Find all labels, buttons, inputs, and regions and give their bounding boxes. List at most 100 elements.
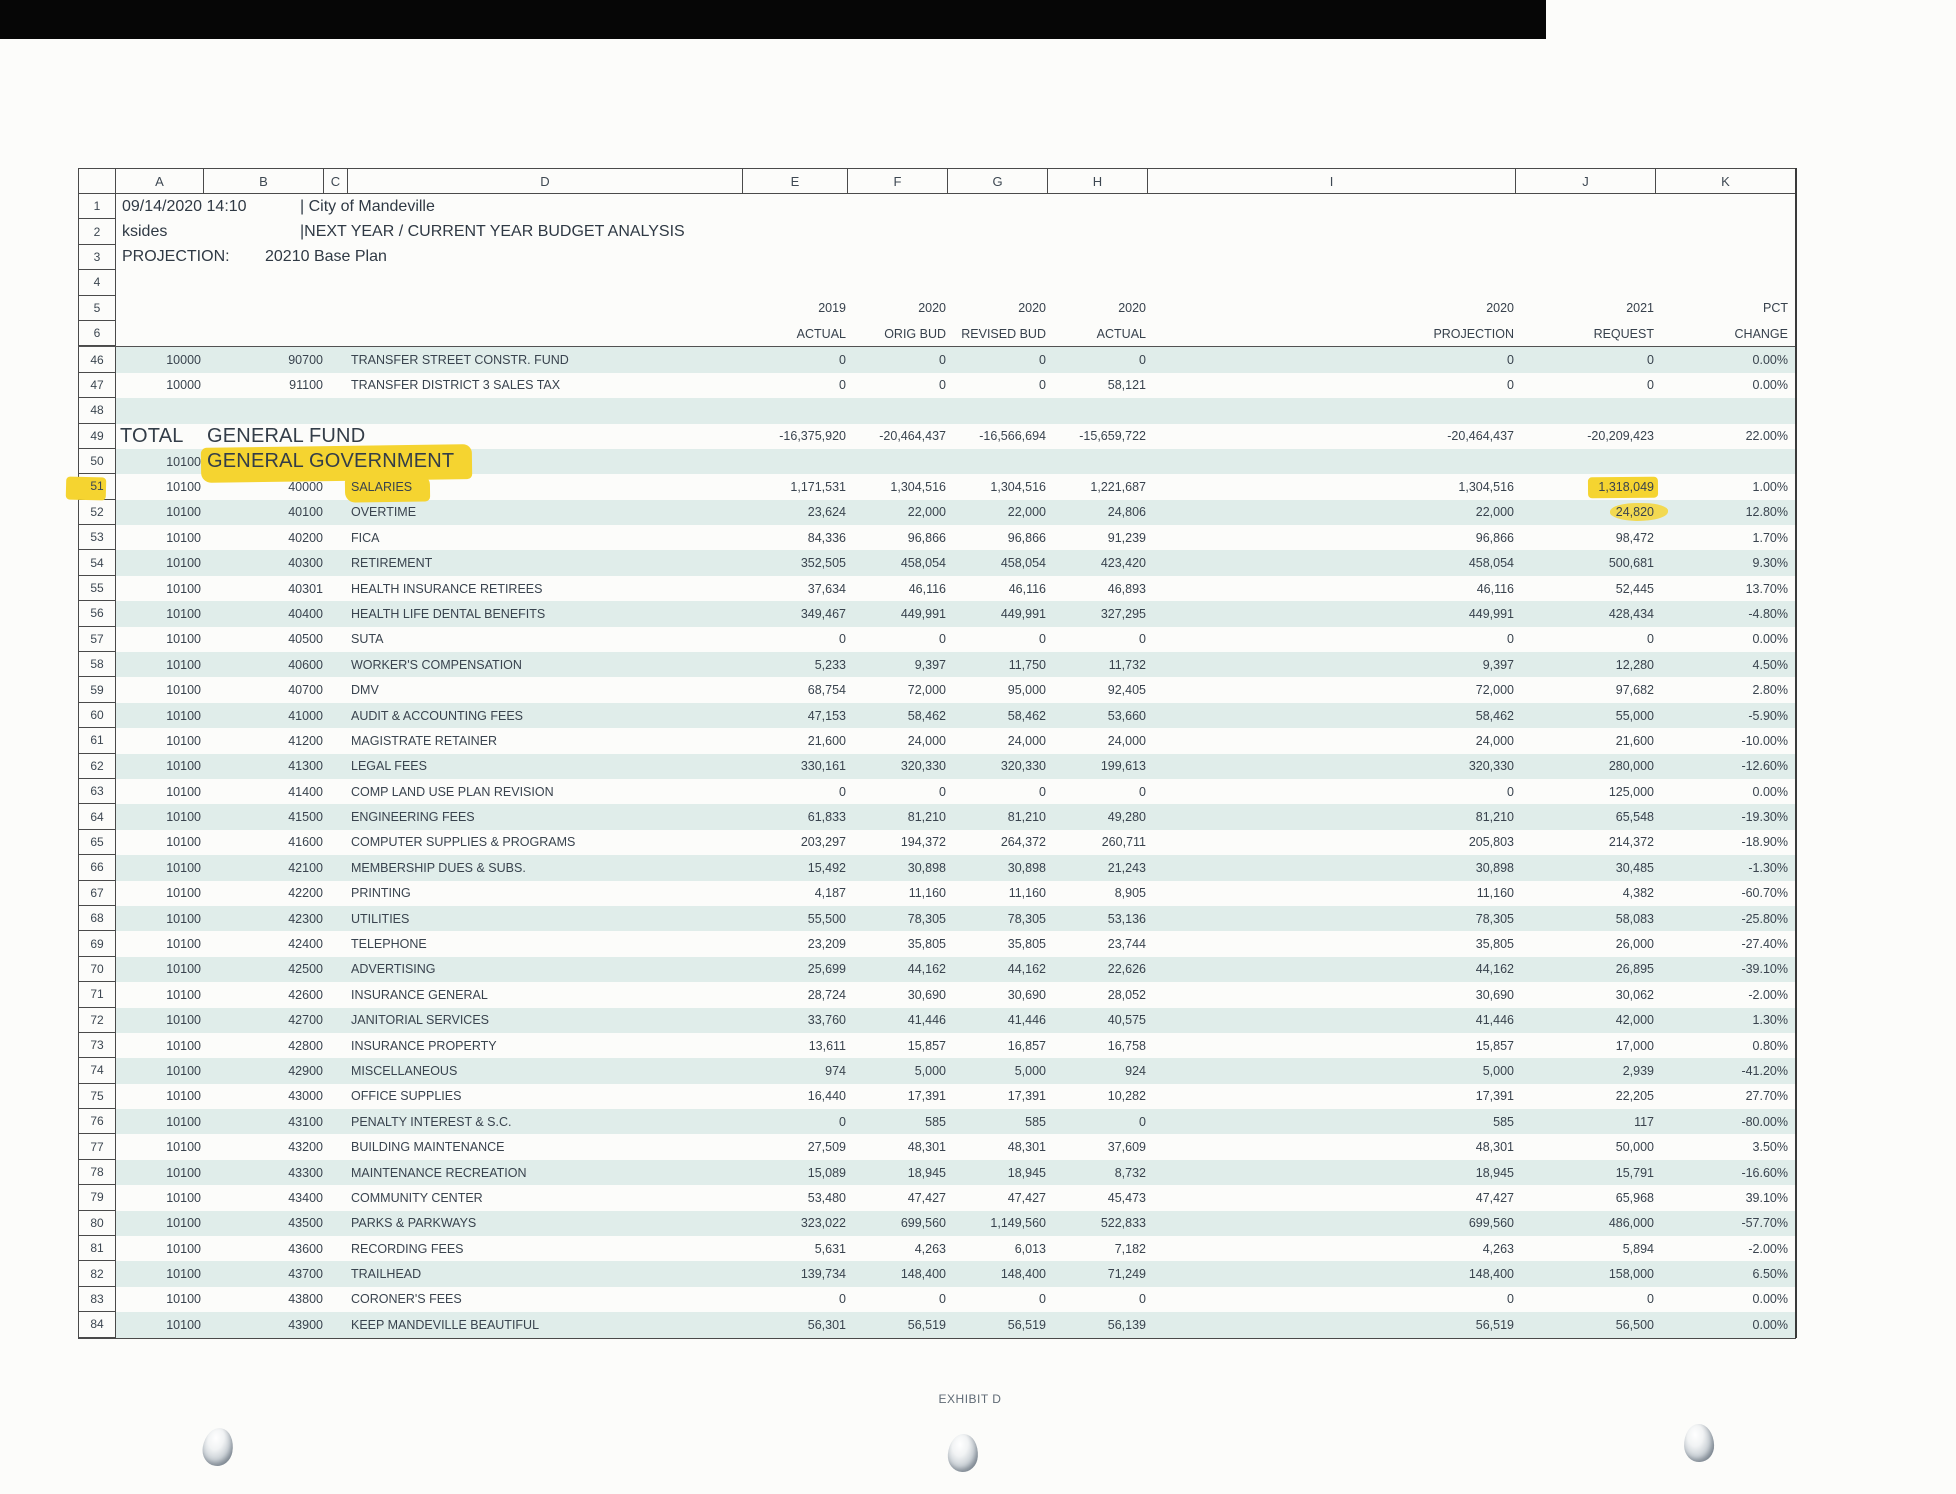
row-number-label: 50 (90, 454, 104, 469)
value-text: 21,243 (1107, 860, 1146, 875)
value-cell: 37,609 (1048, 1134, 1148, 1159)
row-number: 62 (78, 753, 116, 779)
value-text: 30,898 (1007, 860, 1046, 875)
description-label: RECORDING FEES (351, 1241, 464, 1256)
value-cell: 28,052 (1048, 982, 1148, 1007)
value-cell: 27,509 (743, 1134, 848, 1159)
value-text: 18,945 (1475, 1165, 1514, 1180)
value-text: 30,062 (1615, 987, 1654, 1002)
description-cell (348, 398, 743, 423)
value-cell: 125,000 (1516, 779, 1656, 804)
value-cell: 0.00% (1656, 1287, 1796, 1312)
row-body: 10100 42200 PRINTING 4,187 11,160 11,160 8,905… (116, 881, 1796, 906)
value-text: 37,609 (1107, 1140, 1146, 1155)
spreadsheet-row: 68 10100 42300 UTILITIES 55,500 78,305 78,305 5… (78, 905, 1796, 932)
column-header-label: REVISED BUD (961, 326, 1046, 341)
account-code-cell: 41200 (288, 733, 323, 748)
empty-cell (324, 500, 348, 525)
value-cell: 458,054 (948, 550, 1048, 575)
description-cell: TRANSFER DISTRICT 3 SALES TAX (348, 373, 743, 398)
row-number-label: 81 (90, 1241, 104, 1256)
value-cell: -16.60% (1656, 1160, 1796, 1185)
value-text: 78,305 (907, 911, 946, 926)
value-cell: -20,209,423 (1516, 424, 1656, 449)
fund-code-cell: 10100 (166, 1165, 201, 1180)
empty-cell (324, 1033, 348, 1058)
column-letter: J (1516, 168, 1656, 194)
value-cell: 30,690 (848, 982, 948, 1007)
value-cell: 0 (948, 373, 1048, 398)
value-cell: 22.00% (1656, 424, 1796, 449)
value-text: 9.30% (1752, 556, 1788, 571)
spreadsheet-row: 73 10100 42800 INSURANCE PROPERTY 13,611 15,8… (78, 1032, 1796, 1059)
empty-cell (324, 1211, 348, 1236)
account-code-cell: 40200 (288, 530, 323, 545)
fund-code-cell: 10100 (166, 1063, 201, 1078)
description-cell: COMPUTER SUPPLIES & PROGRAMS (348, 830, 743, 855)
value-cell: 0 (848, 1287, 948, 1312)
value-cell: -60.70% (1656, 881, 1796, 906)
value-cell: 974 (743, 1058, 848, 1083)
row-body: ACTUAL ORIG BUD REVISED BUD ACTUAL PROJECTIO… (116, 321, 1796, 346)
value-text: 5,000 (1482, 1063, 1514, 1078)
value-cell: 53,660 (1048, 703, 1148, 728)
value-text: 42,000 (1615, 1013, 1654, 1028)
row-number-label: 73 (90, 1038, 104, 1053)
row-number-label: 53 (90, 530, 104, 545)
value-text: 0 (1139, 632, 1146, 647)
account-code-cell: 90700 (288, 353, 323, 368)
spreadsheet-row: 63 10100 41400 COMP LAND USE PLAN REVISION 0… (78, 778, 1796, 805)
value-text: 522,833 (1100, 1216, 1146, 1231)
row-number-label: 58 (90, 657, 104, 672)
value-cell: 26,000 (1516, 931, 1656, 956)
value-cell: 44,162 (948, 957, 1048, 982)
row-number: 75 (78, 1083, 116, 1110)
account-code-cell: 40100 (288, 505, 323, 520)
fund-code-cell: 10100 (166, 886, 201, 901)
value-cell: 0 (743, 627, 848, 652)
column-header-label: ORIG BUD (884, 326, 946, 341)
value-text: 96,866 (1007, 530, 1046, 545)
column-header-label: PCT (1763, 301, 1788, 316)
value-cell: 16,758 (1048, 1033, 1148, 1058)
value-text: 11,750 (1008, 657, 1046, 672)
value-text: 0 (1039, 353, 1046, 368)
value-cell: 23,744 (1048, 931, 1148, 956)
value-cell: 56,519 (948, 1312, 1048, 1337)
row-number: 72 (78, 1007, 116, 1033)
value-text: -16,566,694 (979, 429, 1046, 444)
value-cell: 449,991 (1148, 601, 1516, 626)
value-cell: 0 (848, 347, 948, 372)
empty-cell (324, 525, 348, 550)
account-code-cell: 42900 (288, 1063, 323, 1078)
value-text: 0.00% (1752, 784, 1788, 799)
value-text: -4.80% (1748, 606, 1788, 621)
value-text: -2.00% (1748, 1241, 1788, 1256)
row-number-label: 64 (90, 809, 104, 824)
value-cell: 0.00% (1656, 779, 1796, 804)
value-cell: 22,626 (1048, 957, 1148, 982)
value-cell: 1,304,516 (948, 474, 1048, 499)
value-text: 458,054 (1000, 556, 1046, 571)
value-cell: 428,434 (1516, 601, 1656, 626)
value-text: 9,397 (914, 657, 946, 672)
value-text: 78,305 (1475, 911, 1514, 926)
value-text: 5,000 (914, 1063, 946, 1078)
row-body: 10100 43900 KEEP MANDEVILLE BEAUTIFUL 56,30… (116, 1312, 1796, 1338)
fund-code-cell: 10100 (166, 937, 201, 952)
row-number: 67 (78, 880, 116, 906)
row-body: 10100 42400 TELEPHONE 23,209 35,805 35,805 23,… (116, 931, 1796, 956)
value-cell: 0 (1148, 627, 1516, 652)
spreadsheet-row: 79 10100 43400 COMMUNITY CENTER 53,480 47,427… (78, 1185, 1796, 1211)
description-label: OVERTIME (351, 505, 417, 520)
value-cell: 0 (948, 779, 1048, 804)
fund-code-cell: TOTAL (120, 424, 184, 447)
value-cell: 98,472 (1516, 525, 1656, 550)
row-body: 10100 42800 INSURANCE PROPERTY 13,611 15,857… (116, 1033, 1796, 1058)
description-cell: TRAILHEAD (348, 1261, 743, 1286)
value-cell: 24,000 (948, 728, 1048, 753)
value-text: 58,083 (1615, 911, 1654, 926)
value-cell: 0 (1516, 627, 1656, 652)
row-number: 70 (78, 956, 116, 983)
account-code-cell: 43500 (288, 1216, 323, 1231)
